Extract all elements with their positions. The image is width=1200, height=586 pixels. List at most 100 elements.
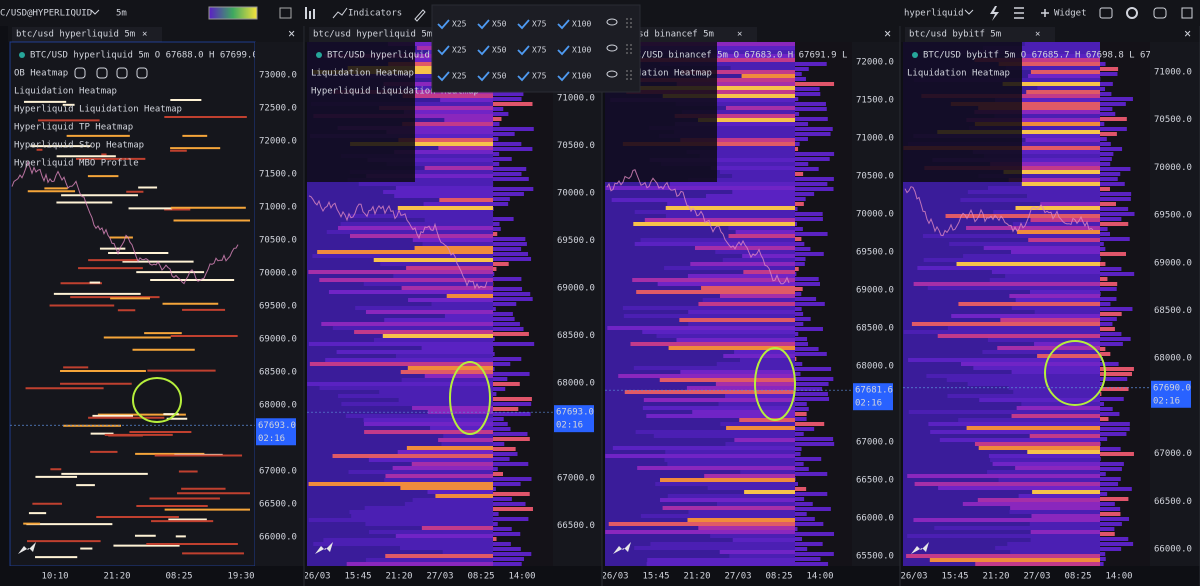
indicator-label[interactable]: Liquidation Heatmap: [907, 69, 1010, 79]
icon[interactable]: [279, 7, 292, 19]
check-icon[interactable]: [477, 71, 490, 82]
multiplier-option[interactable]: X25: [452, 20, 467, 29]
visibility-icon[interactable]: [606, 70, 618, 78]
check-icon[interactable]: [477, 19, 490, 30]
profile-bar: [795, 257, 806, 261]
tab-close[interactable]: ×: [737, 30, 742, 40]
widget-button[interactable]: Widget: [1054, 9, 1087, 19]
symbol[interactable]: C/USD@HYPERLIQUID: [0, 9, 92, 19]
check-icon[interactable]: [557, 45, 570, 56]
icon[interactable]: [1014, 7, 1024, 19]
check-icon[interactable]: [557, 19, 570, 30]
check-icon[interactable]: [477, 45, 490, 56]
indicators-button[interactable]: Indicators: [348, 9, 402, 19]
heat-band: [732, 190, 795, 194]
multiplier-option[interactable]: X100: [572, 20, 591, 29]
interval[interactable]: 5m: [116, 9, 127, 19]
icon[interactable]: [305, 7, 315, 19]
pencil-icon[interactable]: [414, 9, 426, 22]
check-icon[interactable]: [437, 71, 450, 82]
indicator-label[interactable]: Hyperliquid Liquidation Heatmap: [311, 87, 479, 97]
heat-band: [716, 502, 795, 506]
check-icon[interactable]: [517, 71, 530, 82]
multiplier-option[interactable]: X100: [572, 46, 591, 55]
profile-bar: [493, 367, 495, 371]
profile-bar: [1100, 452, 1134, 456]
price-tag-label: 67693.0: [258, 421, 296, 431]
indicator-label[interactable]: Liquidation Heatmap: [311, 69, 414, 79]
tab[interactable]: [607, 27, 757, 42]
profile-bar: [493, 342, 535, 346]
check-icon[interactable]: [517, 45, 530, 56]
camera-icon[interactable]: [1099, 7, 1113, 19]
panel-close[interactable]: ×: [884, 27, 891, 41]
multiplier-option[interactable]: X50: [492, 20, 507, 29]
drag-handle[interactable]: [626, 18, 632, 28]
indicator-label[interactable]: Liquidation Heatmap: [609, 69, 712, 79]
indicator-label[interactable]: Hyperliquid Liquidation Heatmap: [14, 105, 182, 115]
profile-bar: [795, 502, 813, 506]
tab-label[interactable]: btc/usd binancef 5m: [611, 30, 714, 40]
icon[interactable]: [1153, 7, 1167, 19]
color-scale[interactable]: [208, 6, 258, 20]
profile-bar: [493, 252, 529, 256]
indicator-label[interactable]: Liquidation Heatmap: [14, 87, 117, 97]
tab-label[interactable]: btc/usd hyperliquid 5m: [313, 30, 432, 40]
panel-close[interactable]: ×: [288, 27, 295, 41]
check-icon[interactable]: [557, 71, 570, 82]
profile-bar: [493, 412, 531, 416]
tab-close[interactable]: ×: [142, 30, 147, 40]
icon[interactable]: [332, 7, 348, 19]
indicator-label[interactable]: Hyperliquid Stop Heatmap: [14, 141, 144, 151]
multiplier-option[interactable]: X75: [532, 20, 547, 29]
drag-handle[interactable]: [626, 44, 632, 54]
drag-handle[interactable]: [626, 70, 632, 80]
ohlc: O 67688.0 H 67699.0 L: [155, 51, 269, 61]
heat-band: [439, 198, 493, 202]
exchange-select[interactable]: hyperliquid: [904, 9, 964, 19]
tab[interactable]: [309, 27, 459, 42]
tab-close[interactable]: ×: [1035, 30, 1040, 40]
settings-icon[interactable]: [1126, 7, 1138, 19]
check-icon[interactable]: [437, 45, 450, 56]
indicator-label[interactable]: Hyperliquid MBO Profile: [14, 159, 139, 169]
heat-band: [632, 278, 795, 282]
heat-band: [728, 234, 795, 238]
profile-bar: [493, 327, 524, 331]
heat-band: [956, 262, 1100, 266]
icon[interactable]: [990, 6, 999, 21]
eye-off-icon[interactable]: [74, 67, 86, 79]
check-icon[interactable]: [437, 19, 450, 30]
multiplier-option[interactable]: X50: [492, 72, 507, 81]
layers-icon[interactable]: [116, 67, 128, 79]
check-icon[interactable]: [517, 19, 530, 30]
profile-bar: [493, 502, 526, 506]
profile-bar: [493, 227, 501, 231]
multiplier-option[interactable]: X25: [452, 46, 467, 55]
tab[interactable]: [12, 27, 162, 42]
delete-icon[interactable]: [136, 67, 148, 79]
visibility-icon[interactable]: [606, 18, 618, 26]
settings-icon[interactable]: [96, 67, 108, 79]
indicator-label[interactable]: Hyperliquid TP Heatmap: [14, 123, 133, 133]
multiplier-option[interactable]: X75: [532, 46, 547, 55]
tab-label[interactable]: btc/usd hyperliquid 5m: [16, 30, 135, 40]
heat-band: [363, 282, 493, 286]
heat-band: [309, 362, 493, 366]
icon[interactable]: [1181, 7, 1193, 19]
tab[interactable]: [905, 27, 1055, 42]
visibility-icon[interactable]: [606, 44, 618, 52]
indicator-label[interactable]: OB Heatmap: [14, 69, 68, 79]
tab-label[interactable]: btc/usd bybitf 5m: [909, 30, 1001, 40]
heat-band: [438, 146, 493, 150]
multiplier-option[interactable]: X25: [452, 72, 467, 81]
profile-bar: [795, 172, 804, 176]
multiplier-option[interactable]: X75: [532, 72, 547, 81]
panel-close[interactable]: ×: [1184, 27, 1191, 41]
heat-band: [319, 278, 493, 282]
heat-band: [729, 554, 795, 558]
multiplier-option[interactable]: X50: [492, 46, 507, 55]
multiplier-option[interactable]: X100: [572, 72, 591, 81]
heat-band: [319, 386, 493, 390]
heat-band: [1010, 54, 1100, 58]
